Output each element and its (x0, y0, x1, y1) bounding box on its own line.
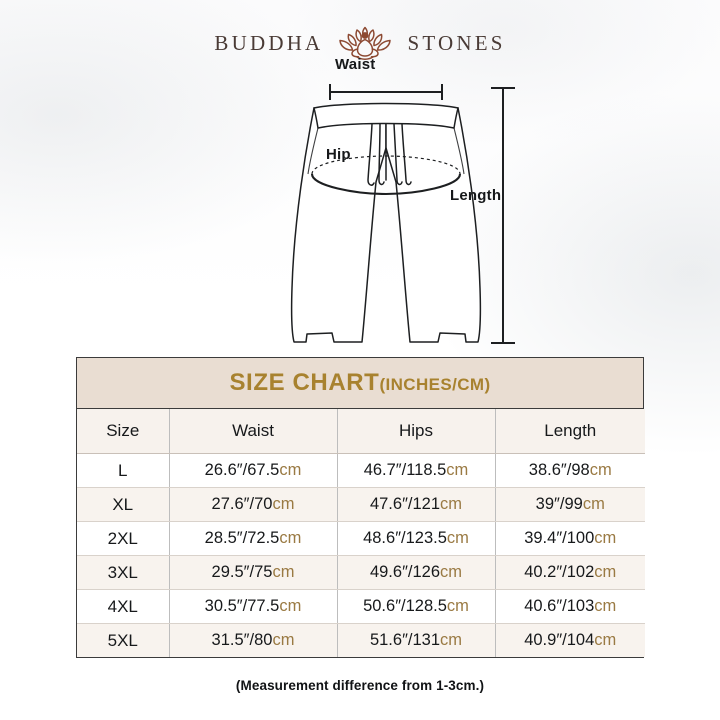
table-body: L 26.6″/67.5cm 46.7″/118.5cm 38.6″/98cm … (77, 453, 645, 658)
cell-hips: 46.7″/118.5cm (337, 453, 496, 488)
value-waist: 26.6″/67.5 (204, 461, 280, 479)
unit-waist: cm (272, 563, 295, 581)
unit-length: cm (589, 461, 612, 479)
cell-size: 5XL (77, 623, 170, 657)
cell-size: 2XL (77, 521, 170, 556)
unit-waist: cm (279, 461, 302, 479)
value-length: 40.2″/102 (524, 563, 595, 581)
cell-hips: 51.6″/131cm (337, 623, 496, 657)
jogger-pants-diagram (290, 84, 515, 344)
measurement-note: (Measurement difference from 1-3cm.) (235, 678, 485, 693)
brand-name-right: STONES (407, 30, 506, 55)
cell-waist: 28.5″/72.5cm (169, 521, 338, 556)
value-hips: 49.6″/126 (369, 563, 441, 581)
cell-waist: 29.5″/75cm (169, 555, 338, 590)
hip-label: Hip (326, 146, 351, 163)
cell-hips: 50.6″/128.5cm (337, 589, 496, 624)
cell-length: 39.4″/100cm (495, 521, 645, 556)
cell-size: 3XL (77, 555, 170, 590)
column-header-hips: Hips (337, 409, 496, 454)
unit-waist: cm (272, 631, 295, 649)
value-waist: 31.5″/80 (211, 631, 273, 649)
cell-length: 40.6″/103cm (495, 589, 645, 624)
value-length: 40.6″/103 (524, 597, 595, 615)
table-row: 5XL 31.5″/80cm 51.6″/131cm 40.9″/104cm (77, 623, 645, 658)
table-row: 4XL 30.5″/77.5cm 50.6″/128.5cm 40.6″/103… (77, 589, 645, 624)
unit-waist: cm (272, 495, 295, 513)
column-header-waist: Waist (169, 409, 338, 454)
unit-length: cm (594, 597, 617, 615)
cell-length: 40.9″/104cm (495, 624, 645, 658)
size-chart-title: SIZE CHART(INCHES/CM) (77, 358, 643, 409)
cell-hips: 48.6″/123.5cm (337, 521, 496, 556)
cell-length: 40.2″/102cm (495, 555, 645, 590)
value-waist: 27.6″/70 (211, 495, 273, 513)
unit-hips: cm (440, 631, 463, 649)
size-chart-title-units: (INCHES/CM) (379, 375, 491, 394)
cell-length: 39″/99cm (495, 487, 645, 522)
size-chart-table: Size Waist Hips Length L 26.6″/67.5cm 46… (77, 409, 645, 657)
cell-length: 38.6″/98cm (495, 453, 645, 488)
unit-length: cm (594, 563, 617, 581)
table-row: XL 27.6″/70cm 47.6″/121cm 39″/99cm (77, 487, 645, 522)
waist-label: Waist (335, 56, 376, 73)
unit-hips: cm (440, 495, 463, 513)
length-measure-line (491, 87, 515, 344)
value-hips: 46.7″/118.5 (363, 461, 447, 479)
value-waist: 30.5″/77.5 (204, 597, 280, 615)
unit-waist: cm (279, 597, 302, 615)
cell-waist: 27.6″/70cm (169, 487, 338, 522)
hip-measure-dashed-line (311, 155, 461, 175)
brand-logo: BUDDHA STONES (0, 22, 720, 64)
unit-hips: cm (440, 563, 463, 581)
cell-size: XL (77, 487, 170, 522)
unit-hips: cm (446, 529, 469, 547)
unit-waist: cm (279, 529, 302, 547)
table-row: 3XL 29.5″/75cm 49.6″/126cm 40.2″/102cm (77, 555, 645, 590)
value-length: 38.6″/98 (528, 461, 590, 479)
value-hips: 47.6″/121 (369, 495, 441, 513)
column-header-length: Length (495, 409, 645, 454)
table-header-row: Size Waist Hips Length (77, 409, 645, 454)
waist-measure-line (329, 84, 443, 100)
table-row: 2XL 28.5″/72.5cm 48.6″/123.5cm 39.4″/100… (77, 521, 645, 556)
cell-waist: 30.5″/77.5cm (169, 589, 338, 624)
cell-hips: 47.6″/121cm (337, 487, 496, 522)
cell-size: 4XL (77, 589, 170, 624)
value-hips: 50.6″/128.5 (363, 597, 447, 615)
value-length: 40.9″/104 (524, 631, 595, 649)
value-length: 39″/99 (535, 495, 583, 513)
length-label: Length (450, 187, 502, 204)
unit-hips: cm (446, 461, 469, 479)
size-chart-table-container: SIZE CHART(INCHES/CM) Size Waist Hips Le… (76, 357, 645, 658)
cell-waist: 31.5″/80cm (169, 623, 338, 657)
cell-size: L (77, 453, 170, 488)
brand-name-left: BUDDHA (214, 30, 324, 55)
unit-hips: cm (446, 597, 469, 615)
unit-length: cm (582, 495, 605, 513)
value-hips: 51.6″/131 (369, 631, 441, 649)
unit-length: cm (594, 631, 617, 649)
lotus-meditation-icon (339, 26, 392, 60)
value-waist: 28.5″/72.5 (204, 529, 280, 547)
table-row: L 26.6″/67.5cm 46.7″/118.5cm 38.6″/98cm (77, 453, 645, 488)
value-waist: 29.5″/75 (211, 563, 273, 581)
size-chart-title-main: SIZE CHART (229, 369, 380, 396)
unit-length: cm (594, 529, 617, 547)
cell-hips: 49.6″/126cm (337, 555, 496, 590)
column-header-size: Size (77, 409, 170, 454)
value-hips: 48.6″/123.5 (363, 529, 447, 547)
value-length: 39.4″/100 (524, 529, 595, 547)
cell-waist: 26.6″/67.5cm (169, 453, 338, 488)
